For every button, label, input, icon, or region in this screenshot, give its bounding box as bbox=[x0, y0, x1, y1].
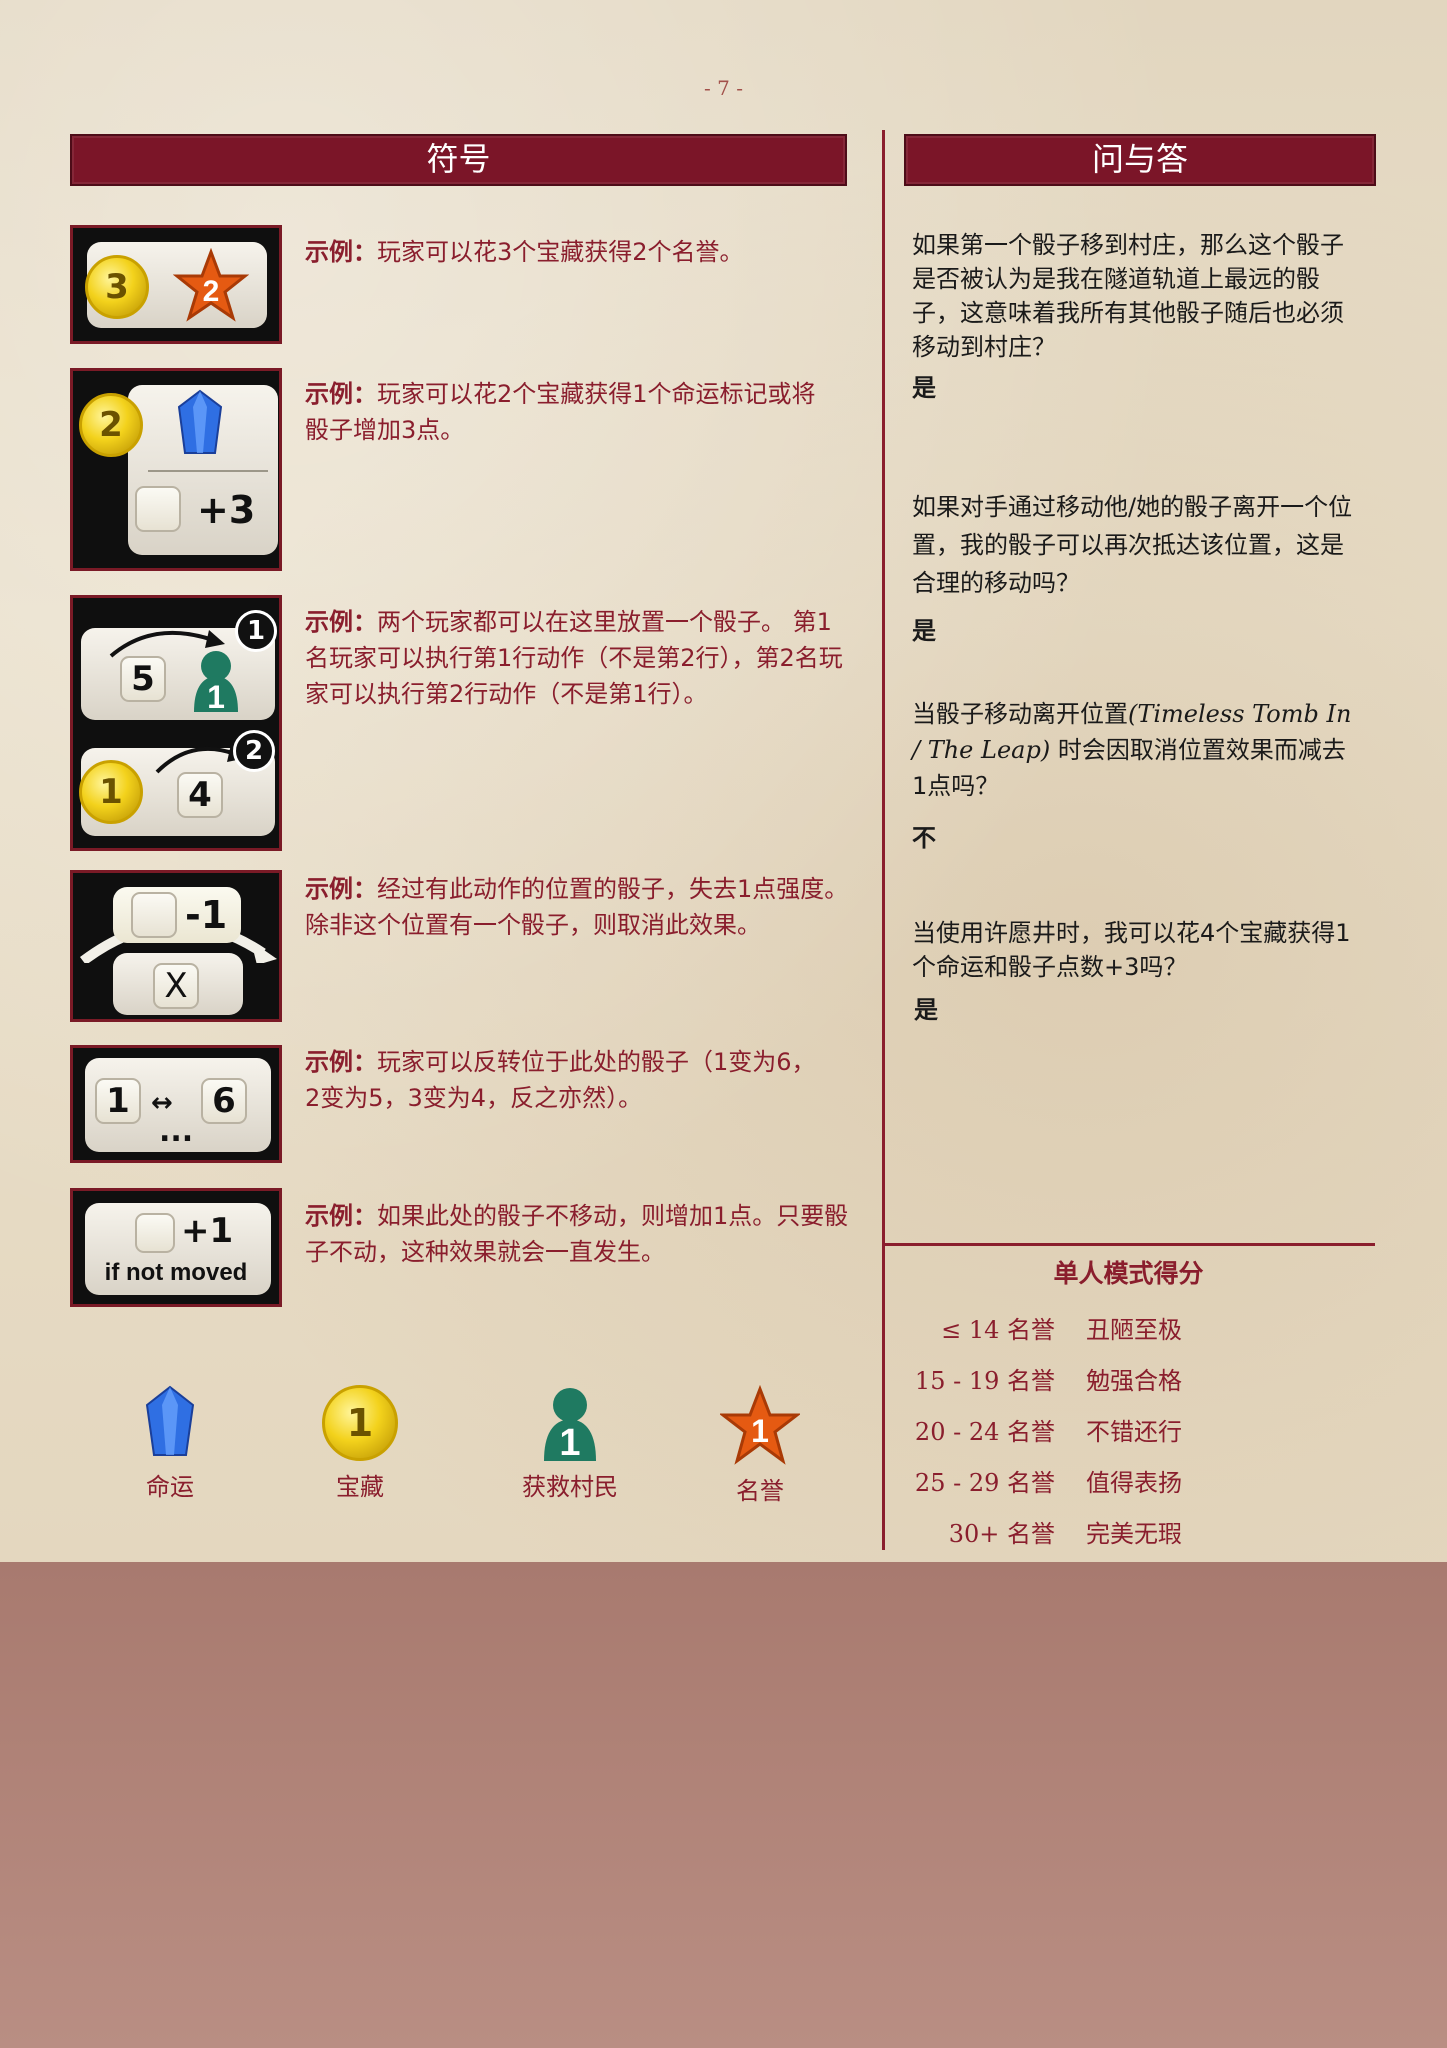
symbol-tile-two-player-rows: 5 1 1 1 4 2 bbox=[70, 595, 282, 851]
symbol-tile-treasure-to-fate-or-plus: 2 +3 bbox=[70, 368, 282, 571]
qa-answer-3: 不 bbox=[912, 824, 936, 852]
die-four: 4 bbox=[177, 772, 223, 818]
score-row: 15 - 19 名誉 勉强合格 bbox=[914, 1367, 1182, 1395]
scoring-divider bbox=[882, 1243, 1375, 1246]
legend-fame: 1 名誉 bbox=[690, 1385, 830, 1505]
if-not-moved-label: if not moved bbox=[104, 1259, 248, 1286]
die-one: 1 bbox=[95, 1078, 141, 1124]
qa-answer-1: 是 bbox=[912, 374, 936, 402]
treasure-coin-icon: 1 bbox=[79, 760, 143, 824]
villager-value: 1 bbox=[559, 1422, 580, 1463]
swap-arrow-icon: ↔ bbox=[151, 1088, 173, 1118]
symbol-tile-if-not-moved: +1 if not moved bbox=[70, 1188, 282, 1307]
fate-crystal-icon bbox=[177, 389, 223, 454]
legend-treasure: 1 宝藏 bbox=[290, 1385, 430, 1505]
row-one-badge: 1 bbox=[235, 610, 277, 652]
legend-treasure-label: 宝藏 bbox=[336, 1473, 384, 1501]
symbol-tile-flip-die: 1 ↔ 6 ... bbox=[70, 1045, 282, 1163]
bottom-band bbox=[0, 1562, 1447, 2048]
treasure-coin-icon: 3 bbox=[85, 255, 149, 319]
legend-fate-label: 命运 bbox=[146, 1473, 194, 1501]
villager-icon: 1 bbox=[194, 651, 238, 714]
die-blank bbox=[135, 486, 181, 532]
qa-question-1: 如果第一个骰子移到村庄，那么这个骰子是否被认为是我在隧道轨道上最远的骰子，这意味… bbox=[912, 231, 1344, 361]
example-6: 示例：如果此处的骰子不移动，则增加1点。只要骰子不动，这种效果就会一直发生。 bbox=[305, 1202, 849, 1266]
minus-one-label: -1 bbox=[185, 893, 228, 937]
column-divider bbox=[882, 130, 885, 1550]
plus-one-label: +1 bbox=[181, 1211, 234, 1251]
die-blank bbox=[131, 892, 177, 938]
move-arrow-icon bbox=[109, 630, 225, 658]
score-row: ≤ 14 名誉 丑陋至极 bbox=[941, 1316, 1182, 1344]
score-row: 20 - 24 名誉 不错还行 bbox=[914, 1418, 1182, 1446]
symbol-tile-treasure-to-fame: 3 2 bbox=[70, 225, 282, 344]
plus-three-label: +3 bbox=[197, 488, 256, 532]
symbols-header: 符号 bbox=[70, 134, 847, 186]
fame-star-value: 1 bbox=[751, 1413, 769, 1449]
example-3: 示例：两个玩家都可以在这里放置一个骰子。 第1名玩家可以执行第1行动作（不是第2… bbox=[305, 608, 843, 708]
score-row: 25 - 29 名誉 值得表扬 bbox=[914, 1469, 1182, 1497]
qa-question-4: 当使用许愿井时，我可以花4个宝藏获得1个命运和骰子点数+3吗？ bbox=[912, 919, 1351, 981]
qa-answer-4: 是 bbox=[914, 996, 938, 1024]
score-row: 30+ 名誉 完美无瑕 bbox=[948, 1520, 1182, 1548]
die-blank bbox=[135, 1213, 175, 1253]
fame-star-icon: 2 bbox=[173, 248, 249, 322]
solo-scoring-title: 单人模式得分 bbox=[1053, 1259, 1204, 1288]
treasure-coin-icon: 1 bbox=[322, 1385, 398, 1461]
legend-villager: 1 获救村民 bbox=[500, 1385, 640, 1505]
villager-icon: 1 bbox=[544, 1388, 596, 1463]
qa-header: 问与答 bbox=[904, 134, 1376, 186]
page-number: - 7 - bbox=[704, 76, 743, 100]
fame-star-value: 2 bbox=[203, 275, 220, 308]
villager-value: 1 bbox=[207, 679, 225, 714]
cancel-x-icon: X bbox=[153, 963, 199, 1009]
qa-question-3: 当骰子移动离开位置(Timeless Tomb In / The Leap) 时… bbox=[912, 700, 1352, 800]
example-1: 示例：玩家可以花3个宝藏获得2个名誉。 bbox=[305, 238, 744, 266]
symbol-tile-pass-minus: -1 X bbox=[70, 870, 282, 1022]
legend-villager-label: 获救村民 bbox=[522, 1473, 618, 1501]
fame-star-icon: 1 bbox=[720, 1385, 800, 1465]
treasure-coin-icon: 2 bbox=[79, 393, 143, 457]
example-5: 示例：玩家可以反转位于此处的骰子（1变为6，2变为5，3变为4，反之亦然）。 bbox=[305, 1048, 816, 1112]
ellipsis-label: ... bbox=[159, 1114, 194, 1149]
qa-question-2: 如果对手通过移动他/她的骰子离开一个位置，我的骰子可以再次抵达该位置，这是合理的… bbox=[912, 493, 1353, 597]
legend-fame-label: 名誉 bbox=[736, 1477, 784, 1505]
fate-crystal-icon bbox=[145, 1385, 195, 1456]
qa-answer-2: 是 bbox=[912, 617, 936, 645]
example-4: 示例：经过有此动作的位置的骰子，失去1点强度。除非这个位置有一个骰子，则取消此效… bbox=[305, 875, 849, 939]
legend-fate: 命运 bbox=[100, 1385, 240, 1505]
die-five: 5 bbox=[120, 656, 166, 702]
row-two-badge: 2 bbox=[233, 730, 275, 772]
example-2: 示例：玩家可以花2个宝藏获得1个命运标记或将骰子增加3点。 bbox=[305, 380, 816, 444]
die-six: 6 bbox=[201, 1078, 247, 1124]
